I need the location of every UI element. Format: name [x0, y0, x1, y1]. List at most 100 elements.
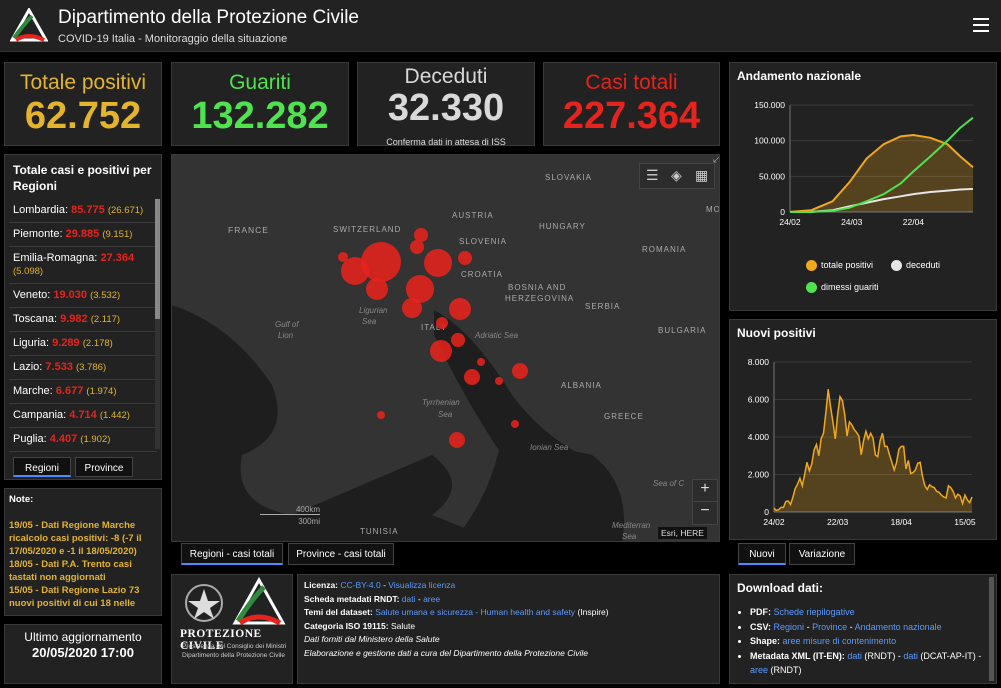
layers-icon[interactable]: ◈: [671, 167, 682, 183]
scheda-aree-link[interactable]: aree: [423, 593, 441, 604]
bubble-umbria[interactable]: [436, 317, 448, 329]
note-line: tastati non aggiornati: [9, 572, 106, 583]
x-tick-label: 22/04: [903, 217, 925, 227]
bubble-liguria[interactable]: [366, 278, 388, 300]
tab-regioni-casi-totali[interactable]: Regioni - casi totali: [181, 543, 283, 565]
app-subtitle: COVID-19 Italia - Monitoraggio della sit…: [58, 33, 288, 45]
licenza-link[interactable]: CC-BY-4.0: [340, 580, 381, 590]
download-link[interactable]: Regioni: [773, 621, 805, 632]
zoom-in-button[interactable]: +: [693, 480, 717, 502]
map-label-bulgaria: BULGARIA: [658, 326, 707, 335]
bubble-abruzzo[interactable]: [451, 333, 465, 347]
bubble-sardegna[interactable]: [377, 411, 385, 419]
map-attribution[interactable]: Esri, HERE: [658, 527, 707, 539]
bubble-bolzano[interactable]: [410, 240, 424, 254]
tab-regioni[interactable]: Regioni: [13, 457, 71, 477]
bubble-veneto[interactable]: [424, 249, 452, 277]
download-link[interactable]: dati: [903, 650, 918, 661]
region-total: 4.714: [69, 409, 97, 421]
region-row[interactable]: Veneto: 19.030 (3.532): [9, 284, 157, 308]
note-line: ricalcolo casi positivi: -8 (-7 il: [9, 533, 142, 544]
bubble-sicilia[interactable]: [449, 432, 465, 448]
region-total: 85.775: [71, 204, 105, 216]
region-name: Veneto:: [13, 289, 51, 301]
download-list: PDF: Schede riepilogativeCSV: Regioni - …: [738, 605, 990, 678]
bubble-emilia[interactable]: [406, 275, 434, 303]
map-bubbles: [338, 228, 528, 448]
region-row[interactable]: Liguria: 9.289 (2.178): [9, 332, 157, 356]
region-positive: (2.117): [90, 314, 121, 325]
stat-label: Casi totali: [585, 71, 678, 94]
bubble-campania[interactable]: [464, 369, 480, 385]
scale-km: 400km: [260, 505, 320, 515]
region-total: 4.407: [49, 433, 78, 445]
scheda-dati-link[interactable]: dati: [401, 593, 416, 604]
download-link[interactable]: aree: [750, 665, 769, 675]
nuovi-positivi-chart[interactable]: 0 2.000 4.000 6.000 8.000 24/02 22/03 18/04 15/0…: [730, 350, 998, 540]
note-line: 19/05 - Dati Regione Marche: [9, 520, 136, 531]
regions-scrollbar[interactable]: [155, 199, 160, 449]
download-item: CSV: Regioni - Province - Andamento nazi…: [750, 620, 990, 635]
region-positive: (1.974): [86, 386, 117, 397]
region-row[interactable]: Marche: 6.677 (1.974): [9, 380, 157, 404]
bubble-basilicata[interactable]: [495, 377, 503, 385]
bubble-piemonte[interactable]: [341, 257, 369, 285]
region-total: 29.885: [65, 228, 100, 240]
region-name: Lazio:: [13, 361, 43, 373]
temi-link[interactable]: Salute umana e sicurezza - Human health …: [375, 607, 576, 617]
chart-title: Andamento nazionale: [737, 69, 862, 83]
region-row[interactable]: Puglia: 4.407 (1.902): [9, 428, 157, 452]
series-line-totale-positivi[interactable]: [789, 133, 974, 213]
bubble-lazio[interactable]: [430, 340, 452, 362]
bubble-calabria[interactable]: [511, 420, 519, 428]
region-row[interactable]: Emilia-Romagna: 27.364 (5.098): [9, 247, 157, 284]
tab-province-casi-totali[interactable]: Province - casi totali: [288, 543, 394, 565]
list-icon[interactable]: ☰: [646, 167, 659, 183]
download-link[interactable]: dati: [847, 650, 862, 661]
update-value: 20/05/2020 17:00: [32, 645, 134, 660]
region-row[interactable]: Lombardia: 85.775 (26.671): [9, 199, 157, 223]
regions-panel: Totale casi e positivi per Regioni Lomba…: [4, 154, 162, 480]
hamburger-menu-icon[interactable]: [973, 18, 989, 32]
region-positive: (26.671): [107, 205, 144, 216]
bubble-molise[interactable]: [477, 358, 485, 366]
y-tick-label: 4.000: [748, 432, 770, 442]
andamento-nazionale-chart[interactable]: 0 50.000 100.000 150.000 24/02 24/03 22/04: [730, 91, 998, 271]
zoom-out-button[interactable]: −: [700, 502, 710, 519]
series-line-dimessi-guariti[interactable]: [789, 116, 974, 213]
download-link[interactable]: Andamento nazionale: [854, 621, 942, 632]
tab-province[interactable]: Province: [75, 457, 133, 477]
region-total: 9.289: [52, 337, 80, 349]
bubble-trento[interactable]: [414, 228, 428, 242]
download-link[interactable]: aree misure di contenimento: [782, 636, 897, 646]
bubble-puglia[interactable]: [512, 363, 528, 379]
bubble-lombardia[interactable]: [361, 242, 401, 282]
bubble-valle-aosta[interactable]: [338, 252, 348, 262]
sea-label-tyrrhenian-sea: Sea: [438, 410, 453, 419]
region-row[interactable]: Toscana: 9.982 (2.117): [9, 308, 157, 332]
bubble-toscana[interactable]: [402, 298, 422, 318]
download-link[interactable]: Schede riepilogative: [773, 607, 855, 617]
bubble-friuli[interactable]: [458, 251, 472, 265]
tab-nuovi[interactable]: Nuovi: [738, 543, 786, 565]
region-positive: (1.902): [80, 434, 111, 445]
region-positive: (5.098): [13, 266, 44, 277]
region-row[interactable]: Lazio: 7.533 (3.786): [9, 356, 157, 380]
region-name: Piemonte:: [13, 228, 63, 240]
download-item-suffix: (RNDT): [864, 650, 896, 661]
region-row[interactable]: Piemonte: 29.885 (9.151): [9, 223, 157, 247]
region-name: Liguria:: [13, 337, 50, 349]
visualizza-licenza-link[interactable]: Visualizza licenza: [388, 580, 456, 590]
download-link[interactable]: Province: [812, 621, 848, 632]
tab-variazione[interactable]: Variazione: [789, 543, 855, 565]
region-row[interactable]: Campania: 4.714 (1.442): [9, 404, 157, 428]
bubble-marche[interactable]: [449, 298, 471, 320]
map-panel[interactable]: FRANCE SWITZERLAND AUSTRIA HUNGARY SLOVA…: [171, 154, 720, 542]
download-scrollbar[interactable]: [989, 577, 994, 681]
logo-subtext-2: Dipartimento della Protezione Civile: [182, 652, 285, 659]
qr-code-icon[interactable]: ▦: [695, 167, 709, 183]
fullscreen-icon[interactable]: ⤢: [713, 155, 719, 167]
sea-area: [172, 305, 497, 541]
nuovi-positivi-line[interactable]: [773, 389, 973, 512]
sea-label-lion: Lion: [278, 331, 294, 340]
